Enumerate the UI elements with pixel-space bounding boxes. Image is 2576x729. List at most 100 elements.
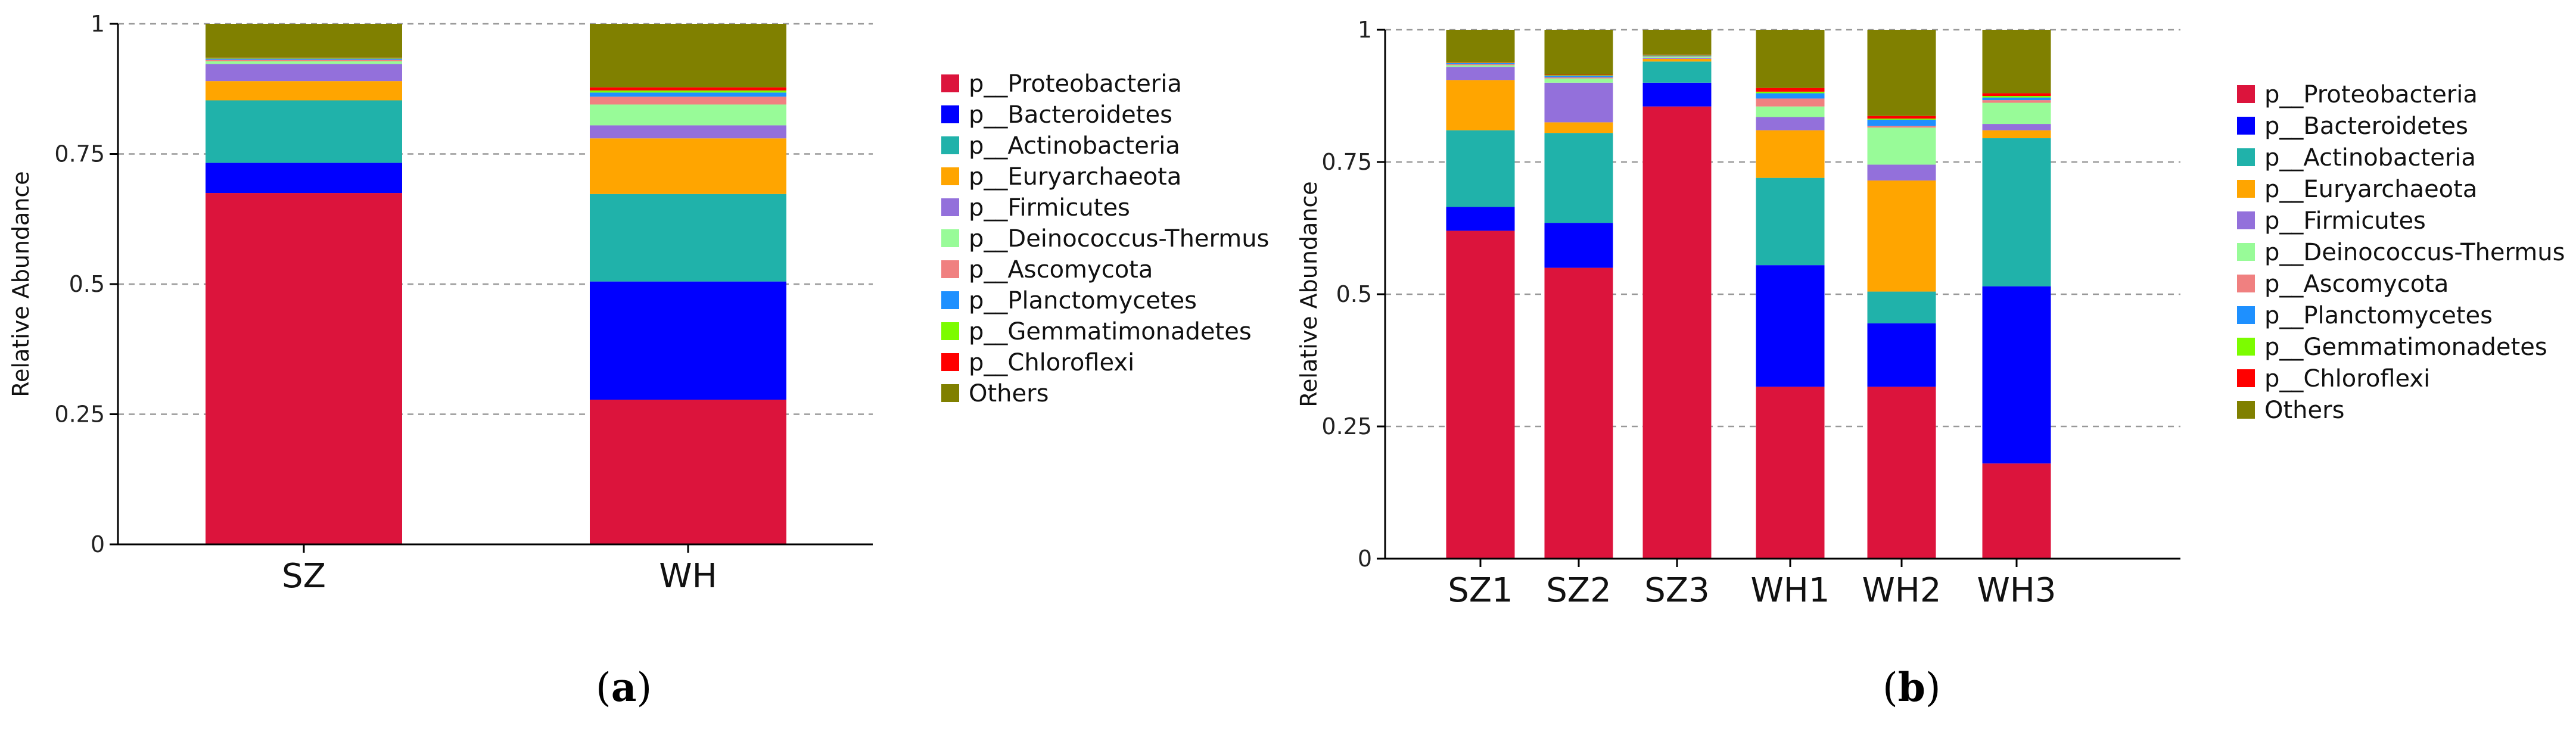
bar-segment-b-SZ1-6: [1446, 64, 1515, 66]
bar-segment-b-WH1-0: [1756, 387, 1825, 559]
bar-segment-b-WH1-7: [1756, 93, 1825, 99]
legend-label-a-0: p__Proteobacteria: [969, 70, 1182, 98]
legend-swatch-b-2: [2237, 148, 2255, 166]
legend-label-b-0: p__Proteobacteria: [2264, 81, 2478, 108]
bar-segment-b-SZ1-5: [1446, 65, 1515, 67]
bar-segment-b-SZ3-3: [1642, 58, 1712, 62]
bar-segment-a-WH-6: [590, 96, 786, 105]
y-tick-label-b-1: 0.25: [1321, 413, 1372, 440]
legend-label-b-2: p__Actinobacteria: [2264, 144, 2476, 172]
bar-segment-b-WH2-0: [1867, 387, 1936, 559]
legend-label-a-10: Others: [969, 380, 1049, 407]
bar-segment-a-WH-4: [590, 125, 786, 139]
bar-segment-b-WH1-5: [1756, 106, 1825, 117]
legend-swatch-a-9: [941, 353, 959, 371]
legend-label-a-8: p__Gemmatimonadetes: [969, 318, 1252, 345]
bar-segment-b-WH2-3: [1867, 180, 1936, 292]
bar-segment-b-SZ1-0: [1446, 230, 1515, 559]
legend-swatch-a-0: [941, 74, 959, 92]
x-tick-label-b-3: WH1: [1750, 571, 1830, 610]
bar-segment-b-WH2-1: [1867, 323, 1936, 387]
bar-segment-a-SZ-6: [206, 60, 402, 61]
bar-segment-b-WH2-2: [1867, 291, 1936, 323]
legend-label-a-2: p__Actinobacteria: [969, 132, 1180, 160]
bar-segment-b-SZ2-8: [1544, 75, 1613, 76]
legend-label-b-1: p__Bacteroidetes: [2264, 113, 2468, 140]
legend-label-a-1: p__Bacteroidetes: [969, 101, 1172, 129]
legend-swatch-a-6: [941, 260, 959, 278]
legend-swatch-a-3: [941, 167, 959, 185]
bar-segment-b-WH2-8: [1867, 119, 1936, 120]
bar-segment-b-SZ1-3: [1446, 80, 1515, 130]
legend-label-b-5: p__Deinococcus-Thermus: [2264, 239, 2565, 266]
bar-segment-b-WH3-3: [1982, 130, 2051, 139]
bar-segment-b-WH1-4: [1756, 117, 1825, 130]
bar-segment-b-SZ3-8: [1642, 55, 1712, 56]
bar-segment-b-WH1-1: [1756, 265, 1825, 387]
legend-swatch-a-10: [941, 384, 959, 402]
bar-segment-a-SZ-0: [206, 193, 402, 544]
bar-segment-b-WH1-3: [1756, 130, 1825, 178]
legend-swatch-a-2: [941, 136, 959, 154]
bar-segment-b-WH2-5: [1867, 127, 1936, 165]
bar-segment-b-WH3-8: [1982, 96, 2051, 98]
bar-segment-b-WH1-9: [1756, 88, 1825, 92]
legend-swatch-b-8: [2237, 338, 2255, 356]
bar-segment-b-WH3-0: [1982, 463, 2051, 559]
legend-label-b-4: p__Firmicutes: [2264, 207, 2426, 235]
y-tick-label-a-4: 1: [91, 11, 105, 37]
bar-segment-b-SZ2-1: [1544, 223, 1613, 268]
legend-swatch-b-4: [2237, 211, 2255, 229]
legend-label-a-6: p__Ascomycota: [969, 256, 1153, 284]
bar-segment-a-WH-8: [590, 90, 786, 93]
bar-segment-b-SZ3-10: [1642, 30, 1712, 55]
panel-label-a-letter: a: [611, 664, 637, 711]
bar-segment-b-WH1-6: [1756, 98, 1825, 107]
bar-segment-a-WH-1: [590, 281, 786, 400]
y-axis-label-a: Relative Abundance: [8, 171, 34, 397]
x-tick-label-b-2: SZ3: [1644, 571, 1710, 610]
bar-segment-a-SZ-4: [206, 64, 402, 82]
bar-segment-b-SZ3-2: [1642, 61, 1712, 83]
panel-label-b: (b): [1883, 664, 1941, 711]
bar-segment-a-SZ-3: [206, 81, 402, 101]
legend-swatch-b-9: [2237, 369, 2255, 387]
panel-label-a: (a): [596, 664, 652, 711]
bar-segment-b-WH1-2: [1756, 177, 1825, 266]
legend-swatch-a-7: [941, 291, 959, 309]
legend-swatch-b-10: [2237, 401, 2255, 419]
legend-swatch-a-8: [941, 322, 959, 340]
bar-segment-b-SZ3-6: [1642, 56, 1712, 57]
legend-label-b-7: p__Planctomycetes: [2264, 302, 2493, 329]
bar-segment-a-SZ-1: [206, 163, 402, 194]
bar-segment-b-SZ2-0: [1544, 267, 1613, 559]
legend-label-b-8: p__Gemmatimonadetes: [2264, 334, 2547, 361]
bar-segment-b-WH3-6: [1982, 100, 2051, 103]
bar-segment-b-SZ2-3: [1544, 122, 1613, 133]
y-tick-label-a-1: 0.25: [54, 401, 105, 428]
bar-segment-b-WH3-10: [1982, 30, 2051, 94]
x-tick-label-b-0: SZ1: [1448, 571, 1513, 610]
bar-segment-b-SZ3-4: [1642, 58, 1712, 59]
bar-segment-b-WH3-2: [1982, 138, 2051, 286]
legend-label-a-7: p__Planctomycetes: [969, 287, 1197, 314]
x-tick-label-a-0: SZ: [282, 557, 326, 596]
bar-segment-a-WH-3: [590, 138, 786, 194]
bar-segment-b-WH3-1: [1982, 286, 2051, 464]
bar-segment-b-SZ2-4: [1544, 82, 1613, 123]
chart-panel-b: 0 0.25 0.5 0.75 1 Relative Abundance SZ1 SZ2 SZ3…: [1296, 17, 2565, 610]
bar-segment-b-SZ2-2: [1544, 133, 1613, 223]
legend-label-b-3: p__Euryarchaeota: [2264, 176, 2477, 203]
panel-label-b-letter: b: [1897, 664, 1925, 711]
bar-segment-b-SZ3-1: [1642, 82, 1712, 107]
bar-segment-b-SZ3-0: [1642, 106, 1712, 559]
legend-label-a-5: p__Deinococcus-Thermus: [969, 225, 1269, 253]
bar-segment-b-SZ1-7: [1446, 63, 1515, 64]
bar-segment-b-WH3-4: [1982, 124, 2051, 130]
bar-segment-b-SZ3-7: [1642, 55, 1712, 57]
bar-segment-b-WH3-5: [1982, 102, 2051, 124]
y-axis-label-b: Relative Abundance: [1296, 181, 1322, 407]
y-tick-label-b-2: 0.5: [1336, 281, 1372, 307]
legend-swatch-a-1: [941, 105, 959, 123]
